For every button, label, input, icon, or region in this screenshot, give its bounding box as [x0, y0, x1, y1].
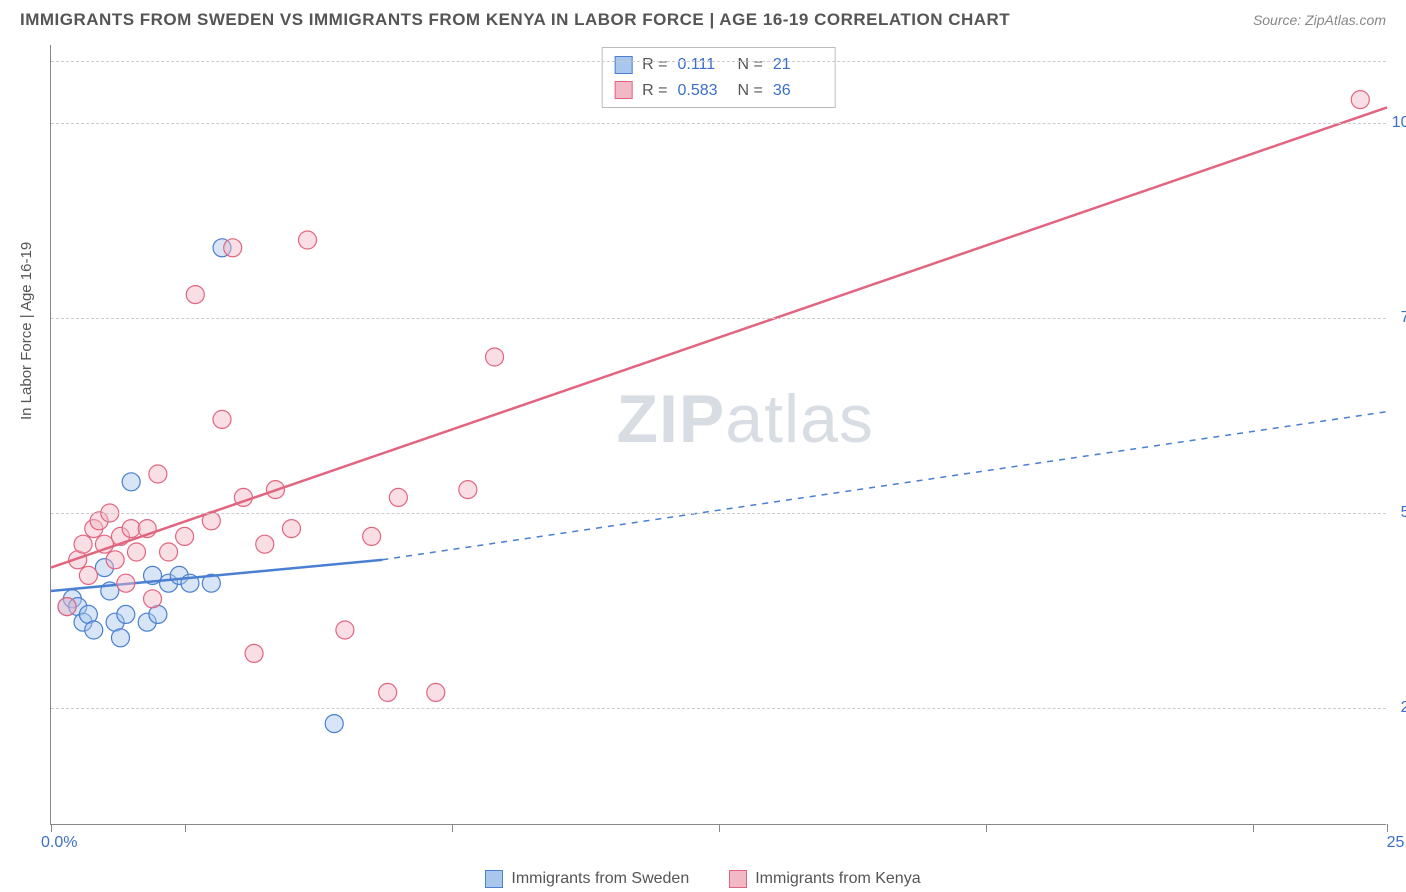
legend-swatch-sweden: [485, 870, 503, 888]
stats-row-kenya: R = 0.583 N = 36: [614, 78, 823, 104]
x-tick: [51, 824, 52, 832]
x-tick: [185, 824, 186, 832]
gridline-h: [51, 513, 1386, 514]
data-point-kenya: [427, 683, 445, 701]
data-point-kenya: [245, 644, 263, 662]
x-tick: [986, 824, 987, 832]
data-point-kenya: [299, 231, 317, 249]
x-tick-label: 0.0%: [41, 834, 77, 852]
data-point-kenya: [144, 590, 162, 608]
n-value-kenya: 36: [773, 78, 823, 104]
data-point-sweden: [122, 473, 140, 491]
data-point-sweden: [117, 605, 135, 623]
x-tick-label: 25.0%: [1387, 834, 1406, 852]
data-point-kenya: [160, 543, 178, 561]
data-point-kenya: [213, 410, 231, 428]
r-value-kenya: 0.583: [678, 78, 728, 104]
stats-row-sweden: R = 0.111 N = 21: [614, 52, 823, 78]
x-tick: [1253, 824, 1254, 832]
n-label: N =: [738, 78, 763, 104]
data-point-kenya: [389, 488, 407, 506]
data-point-kenya: [1351, 91, 1369, 109]
legend-swatch-kenya: [729, 870, 747, 888]
data-point-sweden: [85, 621, 103, 639]
data-point-kenya: [336, 621, 354, 639]
data-point-kenya: [106, 551, 124, 569]
data-point-kenya: [186, 286, 204, 304]
regression-dashed-sweden: [382, 412, 1387, 560]
data-point-kenya: [486, 348, 504, 366]
x-tick: [452, 824, 453, 832]
y-tick-label: 50.0%: [1401, 504, 1406, 522]
chart-title: IMMIGRANTS FROM SWEDEN VS IMMIGRANTS FRO…: [20, 10, 1010, 30]
gridline-h: [51, 318, 1386, 319]
data-point-kenya: [224, 239, 242, 257]
y-axis-label: In Labor Force | Age 16-19: [18, 242, 35, 420]
n-label: N =: [738, 52, 763, 78]
r-label: R =: [642, 52, 667, 78]
legend-item-sweden: Immigrants from Sweden: [485, 870, 689, 888]
y-tick-label: 25.0%: [1401, 699, 1406, 717]
r-value-sweden: 0.111: [678, 52, 728, 78]
gridline-h: [51, 123, 1386, 124]
data-point-kenya: [122, 520, 140, 538]
data-point-kenya: [74, 535, 92, 553]
legend-item-kenya: Immigrants from Kenya: [729, 870, 920, 888]
data-point-kenya: [282, 520, 300, 538]
legend-label-sweden: Immigrants from Sweden: [511, 870, 689, 888]
data-point-sweden: [111, 629, 129, 647]
data-point-kenya: [379, 683, 397, 701]
stats-legend-box: R = 0.111 N = 21 R = 0.583 N = 36: [601, 47, 836, 108]
r-label: R =: [642, 78, 667, 104]
x-tick: [1387, 824, 1388, 832]
data-point-kenya: [128, 543, 146, 561]
data-point-kenya: [79, 566, 97, 584]
x-tick: [719, 824, 720, 832]
y-tick-label: 100.0%: [1392, 114, 1406, 132]
swatch-sweden: [614, 56, 632, 74]
gridline-h: [51, 61, 1386, 62]
data-point-kenya: [459, 481, 477, 499]
source-label: Source: ZipAtlas.com: [1253, 12, 1386, 28]
data-point-kenya: [256, 535, 274, 553]
data-point-kenya: [149, 465, 167, 483]
data-point-kenya: [176, 527, 194, 545]
legend-label-kenya: Immigrants from Kenya: [755, 870, 920, 888]
y-tick-label: 75.0%: [1401, 309, 1406, 327]
swatch-kenya: [614, 81, 632, 99]
n-value-sweden: 21: [773, 52, 823, 78]
data-point-kenya: [58, 598, 76, 616]
gridline-h: [51, 708, 1386, 709]
data-point-kenya: [363, 527, 381, 545]
data-point-kenya: [117, 574, 135, 592]
regression-line-kenya: [51, 107, 1387, 567]
bottom-legend: Immigrants from Sweden Immigrants from Ke…: [0, 870, 1406, 888]
data-point-sweden: [325, 715, 343, 733]
chart-plot-area: ZIPatlas R =0.111N =21R =0.583N =36 25.0…: [50, 45, 1386, 825]
